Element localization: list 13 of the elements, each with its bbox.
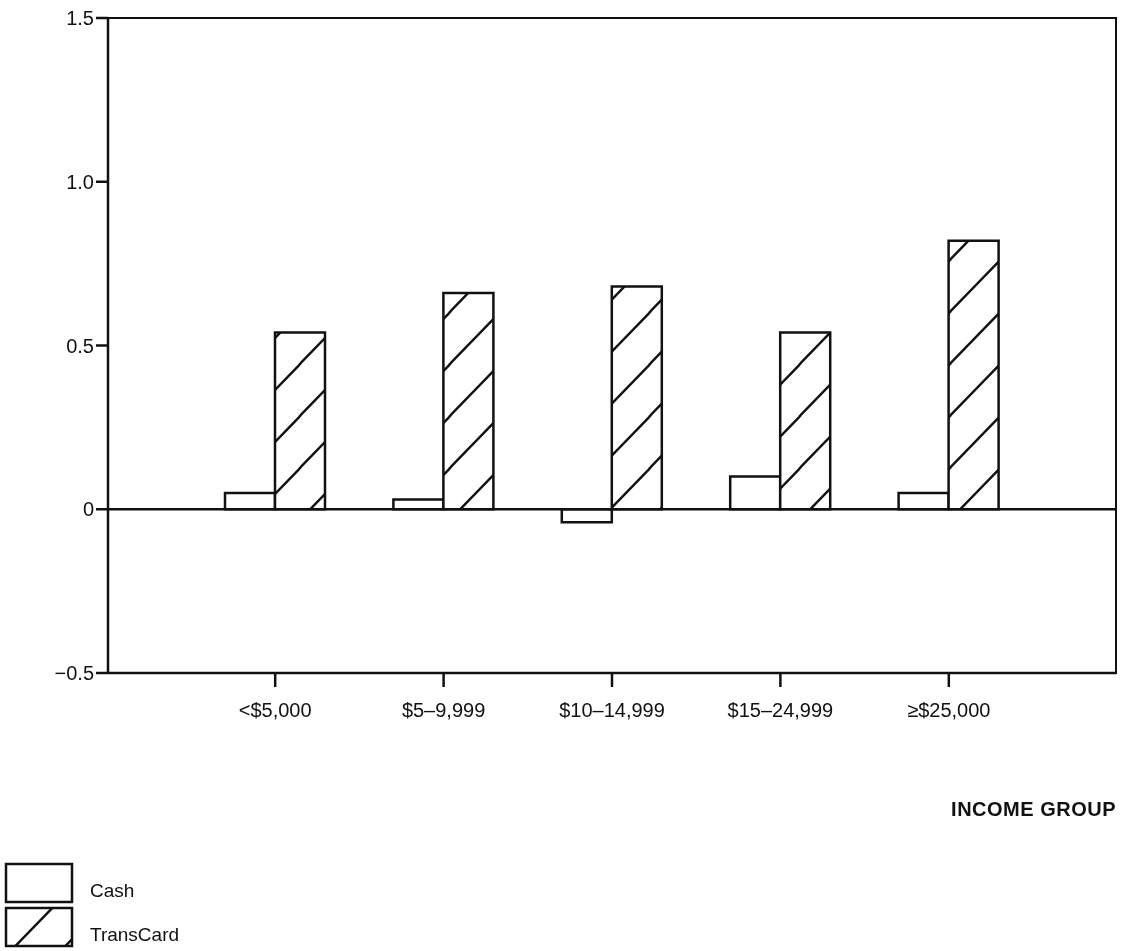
x-tick-label: $5–9,999 (401, 699, 486, 722)
legend-label: Cash (90, 880, 135, 902)
y-tick-label: 0.5 (66, 334, 94, 357)
y-tick-label: 1.5 (66, 7, 94, 30)
y-tick-label: 0 (82, 498, 94, 521)
x-tick-label: <$5,000 (238, 699, 312, 722)
y-tick-label: −0.5 (54, 662, 94, 685)
x-axis-title: INCOME GROUP (951, 798, 1116, 821)
y-tick-label: 1.0 (66, 170, 94, 193)
x-tick-label: $10–14,999 (559, 699, 665, 722)
x-tick-label: ≥$25,000 (907, 699, 991, 722)
legend-label: TransCard (90, 924, 180, 946)
x-tick-label: $15–24,999 (727, 699, 834, 722)
